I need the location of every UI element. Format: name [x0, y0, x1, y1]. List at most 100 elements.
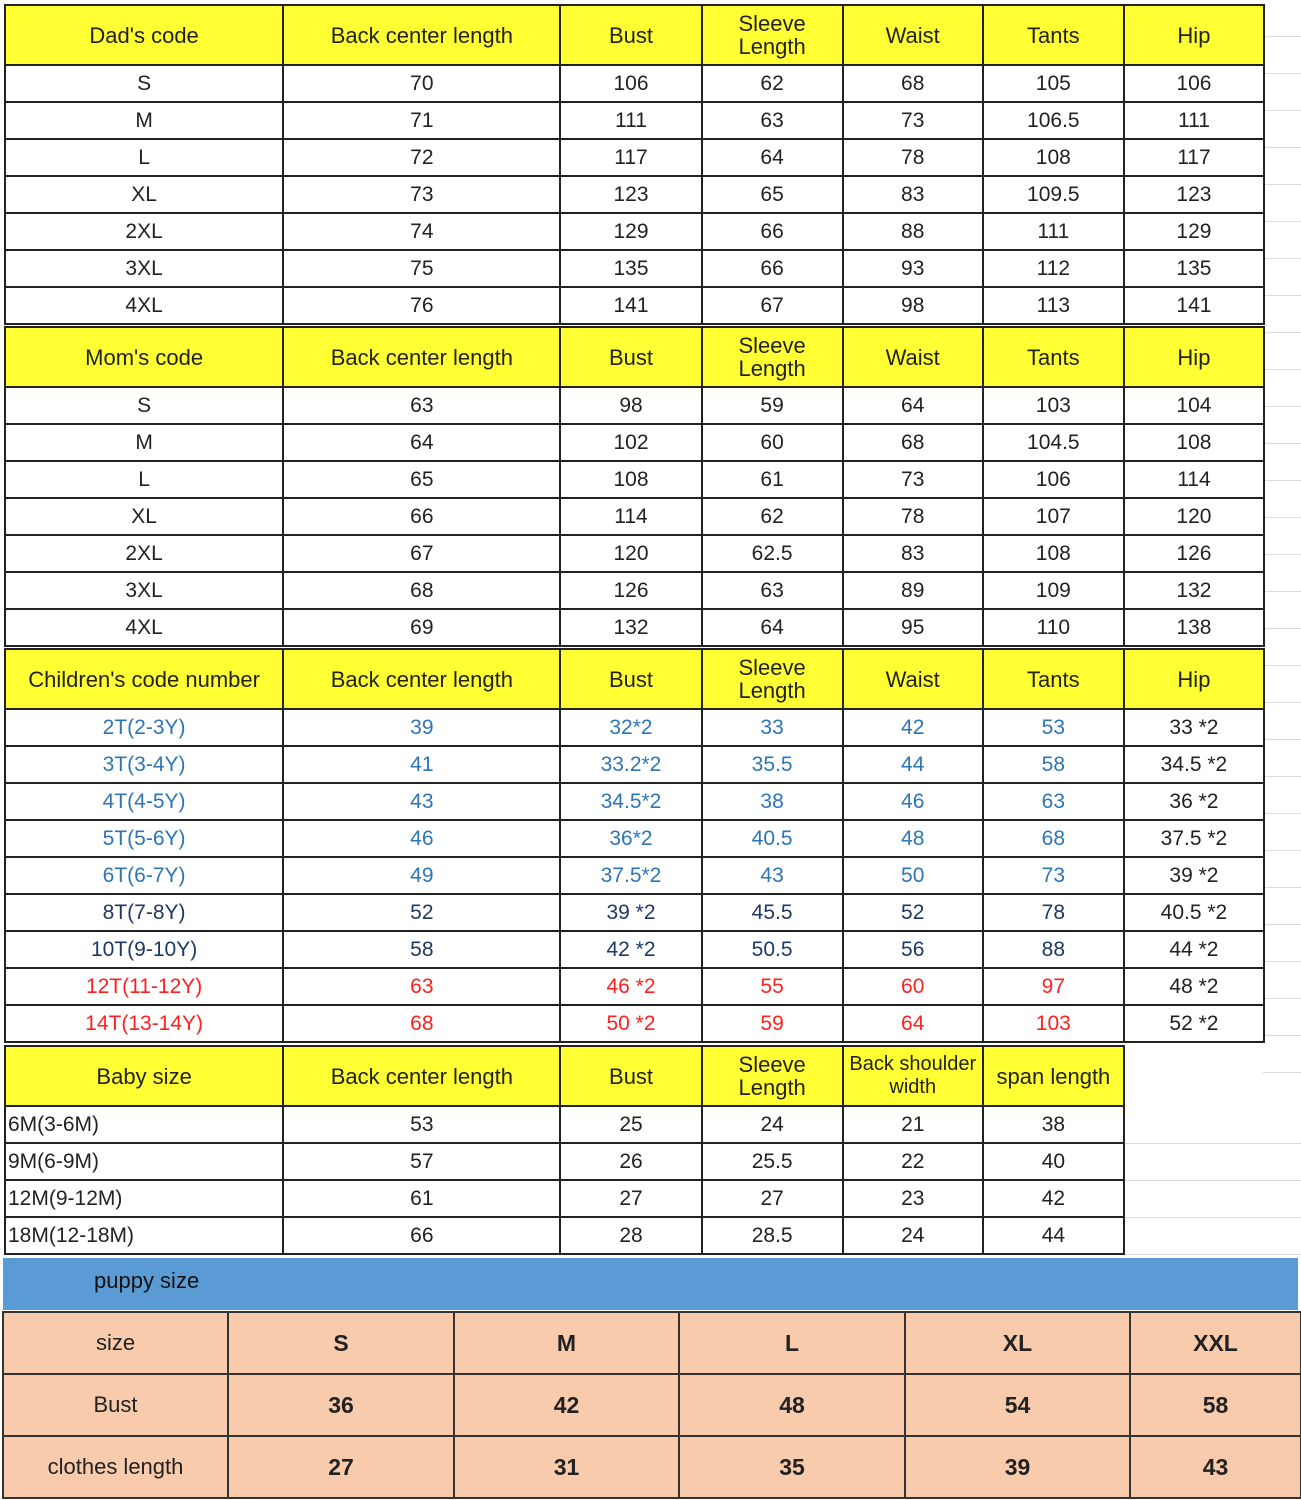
measurement-cell: 52	[841, 893, 984, 932]
measurement-cell: 60	[700, 423, 844, 462]
measurement-cell: 43	[1129, 1435, 1301, 1499]
column-header: Back center length	[282, 648, 562, 710]
size-label-cell: M	[3, 101, 285, 140]
column-header: Waist	[841, 648, 984, 710]
measurement-cell: 55	[700, 967, 844, 1006]
size-label-cell: 14T(13-14Y)	[3, 1004, 285, 1043]
measurement-cell: 25.5	[700, 1142, 844, 1181]
table-row: L 65 108 61 73 106 114	[3, 460, 1266, 499]
measurement-cell: 63	[282, 967, 562, 1006]
measurement-cell: 129	[559, 212, 703, 251]
measurement-cell: 108	[981, 138, 1125, 177]
size-label-cell: M	[3, 423, 285, 462]
measurement-cell: XL	[904, 1311, 1131, 1375]
measurement-cell: 36	[227, 1373, 455, 1437]
measurement-cell: 64	[700, 138, 844, 177]
baby-size-table: Baby size Back center length Bust Sleeve Le…	[3, 1045, 1126, 1255]
measurement-cell: 88	[981, 930, 1125, 969]
column-header: Hip	[1122, 326, 1266, 388]
measurement-cell: 106	[559, 64, 703, 103]
measurement-cell: 117	[559, 138, 703, 177]
dad-size-table: Dad's code Back center length Bust Sleeve L…	[3, 4, 1266, 325]
measurement-cell: 126	[559, 571, 703, 610]
size-label-cell: XL	[3, 175, 285, 214]
measurement-cell: 123	[559, 175, 703, 214]
measurement-cell: 48	[841, 819, 984, 858]
measurement-cell: 98	[559, 386, 703, 425]
measurement-cell: 73	[981, 856, 1125, 895]
measurement-cell: 78	[981, 893, 1125, 932]
size-label-cell: 2T(2-3Y)	[3, 708, 285, 747]
measurement-cell: 138	[1122, 608, 1266, 647]
table-row: 5T(5-6Y) 46 36*2 40.5 48 68 37.5 *2	[3, 819, 1266, 858]
measurement-cell: 35	[678, 1435, 906, 1499]
column-header: Hip	[1122, 4, 1266, 66]
measurement-cell: 64	[841, 1004, 984, 1043]
measurement-cell: 104	[1122, 386, 1266, 425]
column-header: Bust	[559, 4, 703, 66]
table-row: 6T(6-7Y) 49 37.5*2 43 50 73 39 *2	[3, 856, 1266, 895]
measurement-cell: 69	[282, 608, 562, 647]
size-label-cell: clothes length	[2, 1435, 229, 1499]
measurement-cell: 64	[841, 386, 984, 425]
measurement-cell: 46 *2	[559, 967, 703, 1006]
measurement-cell: 103	[981, 1004, 1125, 1043]
measurement-cell: 89	[841, 571, 984, 610]
measurement-cell: 78	[841, 138, 984, 177]
size-label-cell: L	[3, 460, 285, 499]
measurement-cell: 48 *2	[1122, 967, 1266, 1006]
column-header: Back center length	[282, 326, 562, 388]
measurement-cell: 58	[1129, 1373, 1301, 1437]
measurement-cell: 126	[1122, 534, 1266, 573]
measurement-cell: 62.5	[700, 534, 844, 573]
measurement-cell: 108	[981, 534, 1125, 573]
size-label-cell: 4XL	[3, 608, 285, 647]
measurement-cell: 40	[981, 1142, 1126, 1181]
measurement-cell: 93	[841, 249, 984, 288]
size-label-cell: 8T(7-8Y)	[3, 893, 285, 932]
measurement-cell: 111	[981, 212, 1125, 251]
measurement-cell: 44	[841, 745, 984, 784]
header-row: Dad's code Back center length Bust Sleeve L…	[3, 4, 1266, 66]
measurement-cell: 41	[282, 745, 562, 784]
measurement-cell: 50.5	[700, 930, 844, 969]
measurement-cell: 108	[1122, 423, 1266, 462]
measurement-cell: 74	[282, 212, 562, 251]
measurement-cell: 21	[841, 1105, 984, 1144]
measurement-cell: 63	[700, 101, 844, 140]
size-label-cell: L	[3, 138, 285, 177]
measurement-cell: 113	[981, 286, 1125, 325]
measurement-cell: 25	[559, 1105, 703, 1144]
table-row: 3XL 68 126 63 89 109 132	[3, 571, 1266, 610]
measurement-cell: 34.5 *2	[1122, 745, 1266, 784]
size-label-cell: 3T(3-4Y)	[3, 745, 285, 784]
measurement-cell: 28	[559, 1216, 703, 1255]
measurement-cell: 106	[981, 460, 1125, 499]
measurement-cell: 67	[700, 286, 844, 325]
measurement-cell: 37.5*2	[559, 856, 703, 895]
table-row: 4XL 76 141 67 98 113 141	[3, 286, 1266, 325]
table-row: 2XL 67 120 62.5 83 108 126	[3, 534, 1266, 573]
measurement-cell: 31	[453, 1435, 680, 1499]
table-row: 2T(2-3Y) 39 32*2 33 42 53 33 *2	[3, 708, 1266, 747]
measurement-cell: 75	[282, 249, 562, 288]
measurement-cell: 43	[700, 856, 844, 895]
size-label-cell: 18M(12-18M)	[3, 1216, 285, 1255]
measurement-cell: 114	[559, 497, 703, 536]
measurement-cell: 33 *2	[1122, 708, 1266, 747]
column-header: Bust	[559, 1045, 703, 1107]
measurement-cell: 64	[700, 608, 844, 647]
measurement-cell: 105	[981, 64, 1125, 103]
measurement-cell: 68	[981, 819, 1125, 858]
measurement-cell: 132	[1122, 571, 1266, 610]
measurement-cell: 106.5	[981, 101, 1125, 140]
puppy-size-banner: puppy size	[3, 1258, 1298, 1310]
measurement-cell: 44	[981, 1216, 1126, 1255]
measurement-cell: 78	[841, 497, 984, 536]
measurement-cell: 111	[1122, 101, 1266, 140]
column-header: Mom's code	[3, 326, 285, 388]
measurement-cell: 26	[559, 1142, 703, 1181]
measurement-cell: 48	[678, 1373, 906, 1437]
measurement-cell: 36 *2	[1122, 782, 1266, 821]
table-row: 3XL 75 135 66 93 112 135	[3, 249, 1266, 288]
